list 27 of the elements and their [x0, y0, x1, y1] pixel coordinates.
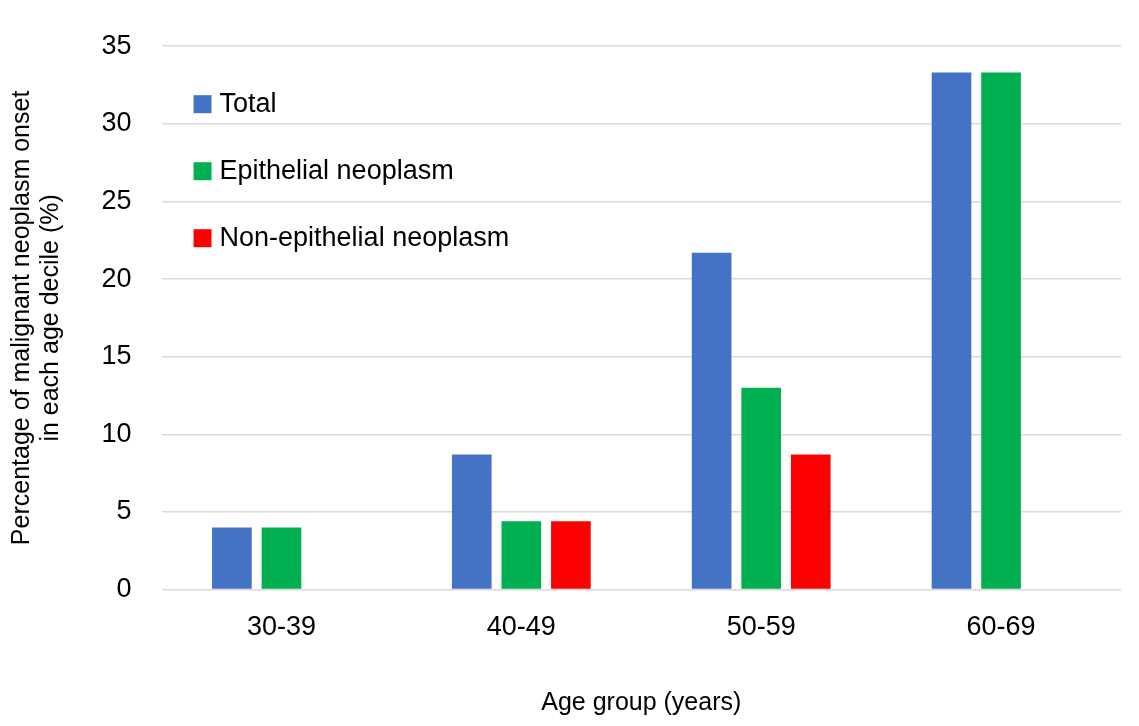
- bar: [451, 454, 492, 589]
- y-tick-label: 35: [101, 29, 132, 60]
- y-tick-label: 30: [101, 107, 132, 138]
- x-tick-label: 40-49: [486, 611, 556, 642]
- y-tick-label: 0: [116, 573, 132, 604]
- bar: [551, 521, 591, 589]
- y-tick-label: 20: [101, 262, 132, 293]
- y-tick-label: 15: [101, 340, 132, 371]
- bar: [691, 252, 732, 589]
- bar: [981, 72, 1021, 589]
- x-tick-label: 30-39: [246, 611, 316, 642]
- legend-label: Total: [219, 87, 277, 118]
- bar: [931, 72, 972, 589]
- y-axis-title: Percentage of malignant neoplasm onset in each age decile (%): [6, 90, 64, 546]
- x-tick-label: 60-69: [966, 611, 1036, 642]
- bar: [741, 387, 782, 589]
- bar: [212, 527, 252, 589]
- x-tick-label: 50-59: [726, 611, 796, 642]
- bar: [790, 454, 831, 589]
- bar: [261, 527, 302, 589]
- legend-label: Non-epithelial neoplasm: [219, 221, 510, 252]
- y-tick-label: 5: [116, 495, 132, 526]
- x-axis-title: Age group (years): [541, 686, 742, 715]
- bar: [501, 521, 542, 589]
- legend-label: Epithelial neoplasm: [219, 154, 454, 185]
- y-tick-label: 10: [101, 417, 132, 448]
- y-tick-label: 25: [101, 184, 132, 215]
